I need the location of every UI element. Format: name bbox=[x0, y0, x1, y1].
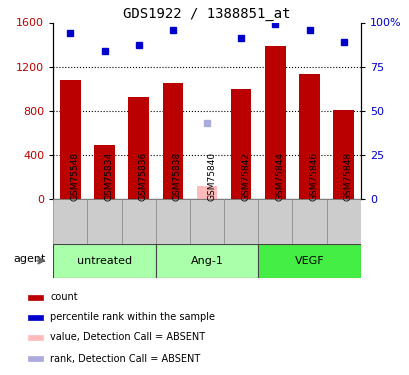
Title: GDS1922 / 1388851_at: GDS1922 / 1388851_at bbox=[123, 8, 290, 21]
Text: count: count bbox=[50, 292, 78, 303]
Bar bbox=[28, 334, 43, 339]
Bar bbox=[28, 295, 43, 300]
Bar bbox=[162, 83, 183, 199]
Text: percentile rank within the sample: percentile rank within the sample bbox=[50, 312, 215, 322]
Text: GSM75840: GSM75840 bbox=[207, 152, 216, 201]
Bar bbox=[224, 199, 258, 244]
Text: GSM75548: GSM75548 bbox=[70, 152, 79, 201]
Bar bbox=[60, 80, 81, 199]
Text: Ang-1: Ang-1 bbox=[190, 256, 223, 266]
Bar bbox=[196, 186, 217, 199]
Bar bbox=[155, 199, 189, 244]
Text: agent: agent bbox=[13, 254, 45, 264]
Text: value, Detection Call = ABSENT: value, Detection Call = ABSENT bbox=[50, 332, 205, 342]
Bar bbox=[326, 199, 360, 244]
Bar bbox=[258, 199, 292, 244]
Bar bbox=[28, 315, 43, 320]
Bar bbox=[94, 145, 115, 199]
Bar bbox=[265, 46, 285, 199]
Bar bbox=[333, 110, 353, 199]
Bar bbox=[258, 244, 360, 278]
Text: untreated: untreated bbox=[77, 256, 132, 266]
Bar bbox=[299, 74, 319, 199]
Bar bbox=[155, 244, 258, 278]
Bar bbox=[189, 199, 224, 244]
Bar bbox=[230, 88, 251, 199]
Bar bbox=[53, 199, 87, 244]
Text: GSM75838: GSM75838 bbox=[173, 152, 182, 201]
Text: GSM75846: GSM75846 bbox=[309, 152, 318, 201]
Bar bbox=[292, 199, 326, 244]
Bar bbox=[128, 98, 148, 199]
Text: VEGF: VEGF bbox=[294, 256, 324, 266]
Text: GSM75848: GSM75848 bbox=[343, 152, 352, 201]
Text: rank, Detection Call = ABSENT: rank, Detection Call = ABSENT bbox=[50, 354, 200, 364]
Text: GSM75836: GSM75836 bbox=[138, 152, 147, 201]
Text: GSM75842: GSM75842 bbox=[240, 152, 249, 201]
Bar bbox=[87, 199, 121, 244]
Bar bbox=[121, 199, 155, 244]
Bar bbox=[53, 244, 155, 278]
Text: GSM75844: GSM75844 bbox=[275, 152, 284, 201]
Bar bbox=[28, 356, 43, 361]
Text: GSM75834: GSM75834 bbox=[104, 152, 113, 201]
